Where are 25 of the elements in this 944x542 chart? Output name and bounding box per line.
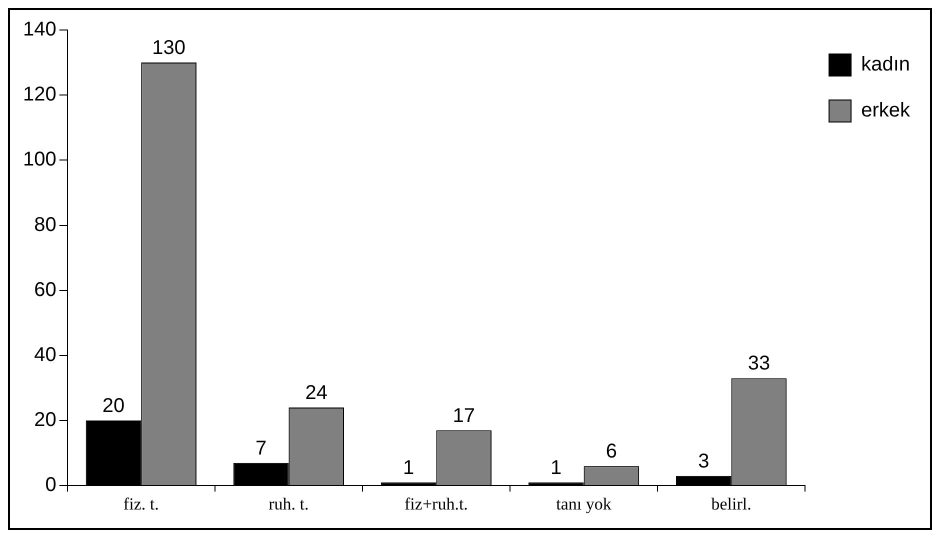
data-label: 130 [152,37,186,60]
y-tick-label: 40 [34,344,56,366]
data-label: 1 [550,456,562,479]
y-tick-label: 0 [45,474,56,496]
x-tick-label: fiz. t. [123,494,159,514]
data-label: 7 [255,437,267,460]
legend-label: kadın [861,54,910,76]
data-label: 3 [698,450,710,472]
x-tick-label: belirl. [711,494,752,514]
data-label: 24 [305,382,328,404]
legend-label: erkek [861,100,911,122]
y-tick-label: 60 [34,278,56,301]
data-label: 20 [102,395,125,418]
y-tick-label: 20 [34,409,56,432]
data-label: 1 [402,456,414,479]
data-label: 17 [452,404,476,427]
y-tick-label: 80 [34,214,56,236]
y-tick-label: 100 [22,148,56,171]
x-tick-label: ruh. t. [268,494,309,514]
x-tick-label: tanı yok [556,494,612,514]
x-tick-label: fiz+ruh.t. [404,494,468,514]
y-tick-label: 140 [22,18,56,41]
data-label: 6 [606,440,617,463]
data-label: 33 [748,352,770,375]
y-tick-label: 120 [22,84,56,106]
